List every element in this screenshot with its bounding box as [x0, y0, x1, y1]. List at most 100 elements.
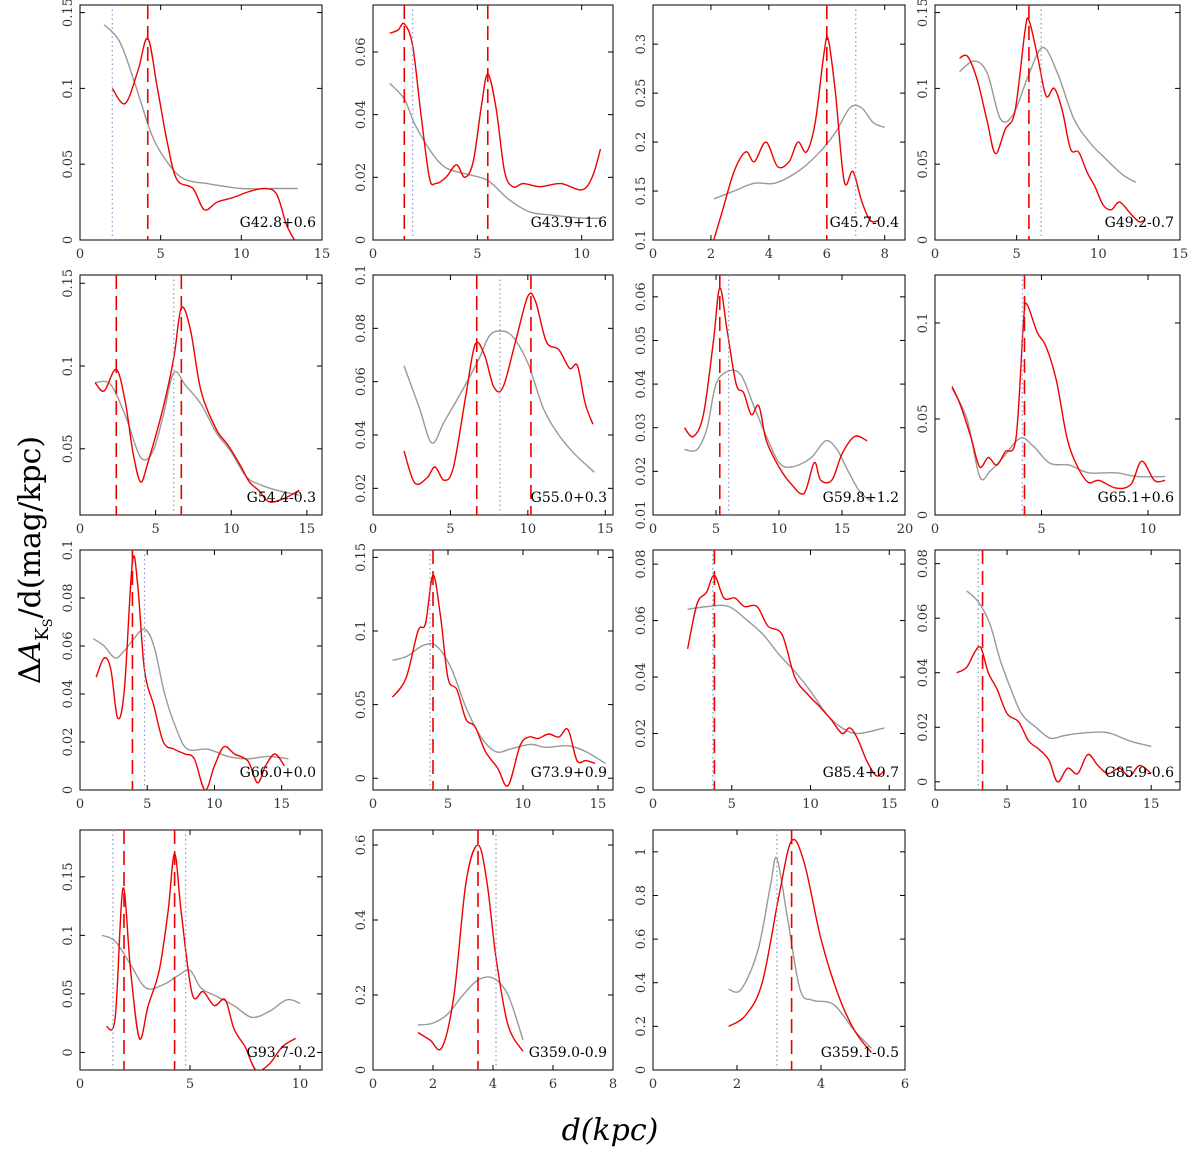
y-tick-label: 0.02	[634, 719, 649, 748]
x-tick-label: 0	[931, 247, 939, 262]
panel-G55.0+0.3: 0 5 10 15 0.02 0.04 0.06 0.08 0.1 G55.0+0.3	[354, 265, 614, 537]
panel-G49.2-0.7: 0 5 10 15 0 0.05 0.1 0.15 G49.2-0.7	[916, 0, 1188, 262]
plot-area	[391, 550, 606, 790]
y-tick-label: 0.1	[61, 78, 76, 99]
x-tick-label: 4	[817, 1077, 825, 1092]
y-tick-label: 0	[916, 511, 931, 519]
gray-curve	[101, 934, 301, 1019]
x-tick-label: 10	[1090, 247, 1107, 262]
x-tick-label: 5	[712, 522, 720, 537]
y-tick-label: 0.06	[634, 606, 649, 635]
y-tick-label: 0.06	[916, 604, 931, 633]
plot-area	[403, 275, 595, 515]
y-tick-label: 0.05	[61, 150, 76, 179]
axes-frame	[79, 274, 323, 516]
x-tick-label: 0	[369, 247, 377, 262]
x-tick-label: 10	[233, 247, 250, 262]
panel-G85.9-0.6: 0 5 10 15 0 0.02 0.04 0.06 0.08 G85.9-0.6	[916, 549, 1181, 812]
panel-label: G66.0+0.0	[240, 765, 316, 781]
panel-label: G359.1-0.5	[821, 1045, 899, 1061]
x-tick-label: 10	[515, 797, 532, 812]
x-tick-label: 15	[1143, 797, 1160, 812]
y-tick-label: 0.05	[916, 405, 931, 434]
red-curve	[713, 36, 880, 240]
ylabel-subsub: S	[41, 618, 56, 627]
axes-frame	[79, 549, 323, 791]
gray-curve	[951, 387, 1166, 481]
plot-area	[683, 275, 874, 515]
y-tick-label: 0.04	[354, 421, 369, 450]
ylabel-rest: /d(mag/kpc)	[13, 436, 48, 619]
gray-curve	[966, 590, 1152, 748]
y-tick-label: 0.01	[634, 501, 649, 530]
x-tick-label: 0	[369, 797, 377, 812]
y-tick-label: 0.02	[634, 457, 649, 486]
y-tick-label: 0.05	[634, 326, 649, 355]
x-tick-label: 5	[473, 247, 481, 262]
y-tick-label: 0.15	[61, 0, 76, 27]
y-tick-label: 0.08	[354, 314, 369, 343]
axes-frame	[652, 549, 906, 791]
red-curve	[105, 852, 296, 1070]
y-tick-label: 0.06	[61, 632, 76, 661]
red-curve	[389, 22, 602, 191]
y-tick-label: 0.06	[354, 367, 369, 396]
x-tick-label: 20	[897, 522, 914, 537]
y-tick-label: 0.1	[354, 621, 369, 642]
panel-G73.9+0.9: 0 5 10 15 0 0.05 0.1 0.15 G73.9+0.9	[354, 543, 614, 812]
x-tick-label: 10	[520, 522, 537, 537]
x-tick-label: 0	[931, 522, 939, 537]
x-tick-label: 0	[76, 797, 84, 812]
panel-G45.7-0.4: 0 2 4 6 8 0.1 0.15 0.2 0.25 0.3 G45.7-0.4	[634, 4, 906, 262]
red-curve	[111, 37, 296, 240]
panel-label: G85.9-0.6	[1105, 765, 1174, 781]
y-tick-label: 0.04	[354, 100, 369, 129]
panel-G54.4-0.3: 0 5 10 15 0.05 0.1 0.15 G54.4-0.3	[61, 269, 323, 537]
y-tick-label: 0	[61, 1048, 76, 1056]
y-tick-label: 0.05	[354, 690, 369, 719]
x-tick-label: 8	[881, 247, 889, 262]
x-tick-label: 10	[771, 522, 788, 537]
x-tick-label: 15	[590, 797, 607, 812]
x-tick-label: 5	[444, 797, 452, 812]
gray-curve	[95, 370, 300, 496]
y-tick-label: 0	[354, 774, 369, 782]
y-tick-label: 0.1	[916, 313, 931, 334]
x-tick-label: 5	[151, 522, 159, 537]
panel-G85.4+0.7: 0 5 10 15 0 0.02 0.04 0.06 0.08 G85.4+0.7	[634, 549, 906, 812]
ylabel-a: A	[13, 641, 48, 666]
y-tick-label: 0	[916, 778, 931, 786]
y-tick-label: 0.1	[61, 925, 76, 946]
panel-label: G93.7-0.2	[247, 1045, 316, 1061]
y-tick-label: 0.04	[916, 658, 931, 687]
x-tick-label: 4	[489, 1077, 497, 1092]
x-tick-label: 5	[186, 1077, 194, 1092]
axes-frame	[934, 549, 1181, 791]
plot-area	[94, 275, 300, 515]
x-tick-label: 10	[292, 1077, 309, 1092]
gray-curve	[93, 628, 289, 760]
x-tick-label: 0	[76, 522, 84, 537]
x-tick-label: 15	[597, 522, 614, 537]
x-tick-label: 15	[1172, 247, 1189, 262]
y-tick-label: 0	[634, 786, 649, 794]
axes-frame	[652, 274, 906, 516]
axes-frame	[79, 829, 323, 1071]
red-curve	[403, 292, 594, 486]
y-tick-label: 0.08	[916, 549, 931, 578]
gray-curve	[713, 104, 885, 200]
y-tick-label: 0.6	[354, 835, 369, 856]
gray-curve	[392, 642, 606, 765]
y-tick-label: 0	[634, 1066, 649, 1074]
x-tick-label: 6	[823, 247, 831, 262]
axes-frame	[372, 549, 614, 791]
panel-label: G59.8+1.2	[823, 490, 899, 506]
plot-area	[417, 830, 524, 1070]
y-tick-label: 0.03	[634, 413, 649, 442]
y-tick-label: 0.1	[916, 78, 931, 99]
gray-curve	[103, 24, 298, 190]
x-tick-label: 0	[931, 797, 939, 812]
plot-area	[103, 5, 298, 240]
x-tick-label: 2	[733, 1077, 741, 1092]
